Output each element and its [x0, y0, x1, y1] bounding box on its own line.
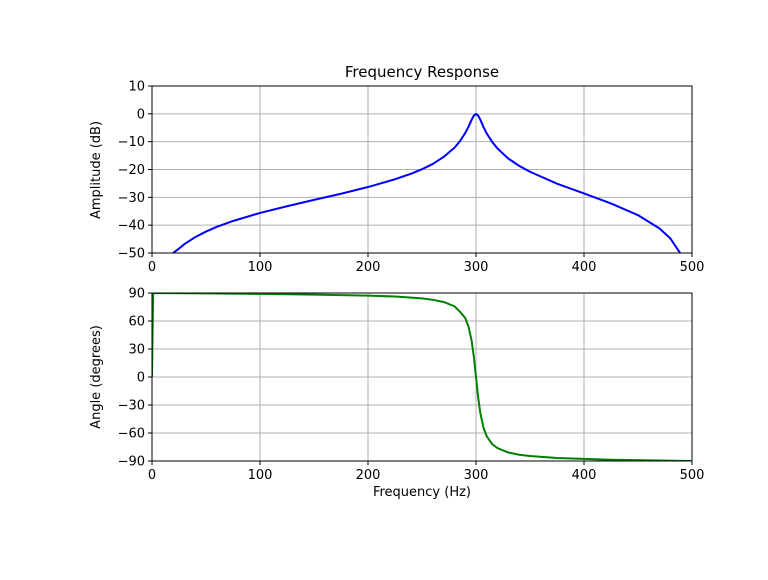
axes-frame [151, 292, 693, 462]
x-tick-label: 100 [248, 468, 273, 483]
y-tick-label: 0 [137, 107, 145, 122]
plot-title: Frequency Response [345, 63, 499, 81]
amplitude-y-axis-label: Amplitude (dB) [89, 121, 104, 219]
x-axis-label: Frequency (Hz) [373, 485, 471, 500]
y-tick-label: −50 [118, 247, 145, 262]
y-tick-label: −40 [118, 219, 145, 234]
axes-frame [151, 85, 693, 254]
x-tick-label: 200 [356, 260, 381, 275]
y-tick-label: 0 [137, 371, 145, 386]
phase-line [152, 293, 691, 461]
y-tick-label: −60 [118, 427, 145, 442]
x-tick-label: 300 [464, 468, 489, 483]
y-tick-label: 90 [128, 287, 145, 302]
y-tick-label: −10 [118, 135, 145, 150]
x-tick-label: 100 [248, 260, 273, 275]
y-tick-label: 30 [128, 343, 145, 358]
y-tick-label: 60 [128, 315, 145, 330]
x-tick-label: 400 [572, 260, 597, 275]
amplitude-line [172, 112, 681, 253]
angle-y-axis-label: Angle (degrees) [89, 325, 104, 429]
x-tick-label: 300 [464, 260, 489, 275]
x-tick-label: 500 [680, 260, 705, 275]
x-tick-label: 500 [680, 468, 705, 483]
x-tick-label: 0 [148, 468, 156, 483]
y-tick-label: 10 [128, 80, 145, 95]
y-tick-label: −30 [118, 191, 145, 206]
x-tick-label: 200 [356, 468, 381, 483]
y-tick-label: −90 [118, 455, 145, 470]
x-tick-label: 0 [148, 260, 156, 275]
x-tick-label: 400 [572, 468, 597, 483]
y-tick-label: −30 [118, 399, 145, 414]
y-tick-label: −20 [118, 163, 145, 178]
